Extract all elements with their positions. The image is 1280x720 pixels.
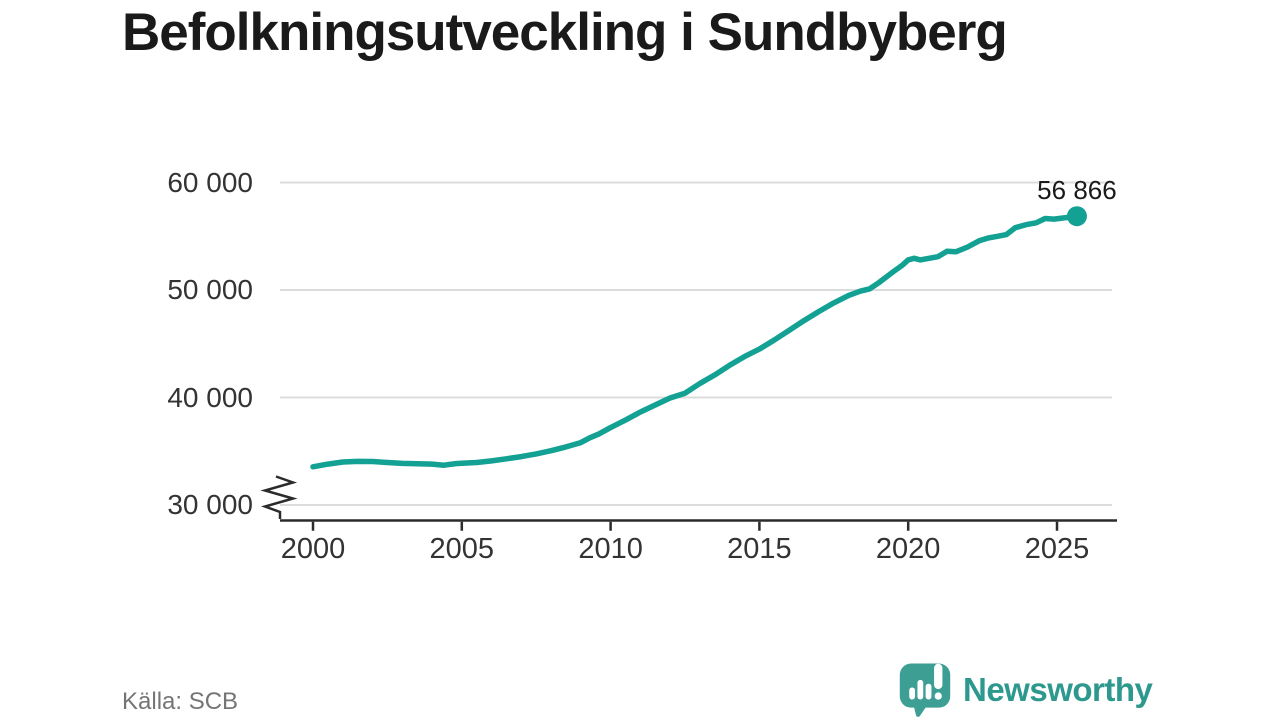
logo-exclamation-dot bbox=[934, 692, 942, 700]
logo-bar-small bbox=[909, 687, 916, 700]
x-axis-label: 2015 bbox=[727, 533, 792, 565]
chart-title: Befolkningsutveckling i Sundbyberg bbox=[122, 3, 1008, 62]
logo-bar-medium bbox=[925, 683, 932, 700]
x-axis-ticks bbox=[311, 521, 1059, 531]
source-note: Källa: SCB bbox=[122, 688, 239, 715]
y-axis-break-icon bbox=[260, 475, 298, 519]
newsworthy-logo: Newsworthy bbox=[897, 661, 1153, 719]
x-axis-label: 2005 bbox=[429, 533, 495, 565]
x-axis-label: 2000 bbox=[280, 533, 346, 565]
population-line bbox=[310, 213, 1080, 470]
y-axis-label: 50 000 bbox=[167, 274, 253, 305]
x-axis-label: 2010 bbox=[578, 533, 643, 565]
newsworthy-logo-icon bbox=[899, 663, 951, 717]
latest-value-dot bbox=[1066, 206, 1087, 227]
x-axis-label: 2020 bbox=[875, 533, 941, 565]
y-axis-label: 60 000 bbox=[167, 166, 253, 198]
logo-bar-tall bbox=[917, 679, 924, 700]
y-axis-label: 30 000 bbox=[167, 489, 253, 520]
latest-value-label: 56 866 bbox=[1037, 175, 1117, 206]
y-axis-label: 40 000 bbox=[167, 381, 253, 413]
gridlines bbox=[280, 181, 1112, 506]
logo-bubble-shape bbox=[899, 663, 951, 717]
logo-exclamation-bar bbox=[934, 663, 943, 690]
newsworthy-logo-text: Newsworthy bbox=[963, 671, 1153, 708]
x-axis-label: 2025 bbox=[1024, 533, 1090, 565]
